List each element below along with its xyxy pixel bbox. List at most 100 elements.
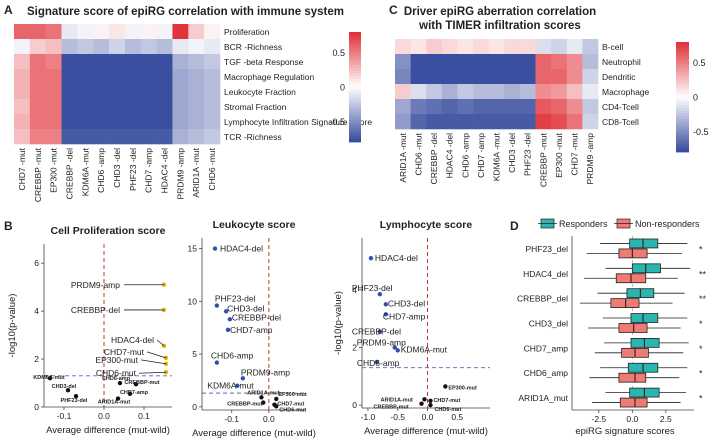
- heatmap-c-cell-1-10: [551, 54, 568, 70]
- boxplot-significance-5: *: [699, 369, 703, 379]
- heatmap-a-cell-3-0: [14, 69, 31, 85]
- heatmap-c-cell-2-4: [457, 69, 474, 85]
- heatmap-c-col-label-1: CHD6 -mut: [413, 132, 423, 175]
- heatmap-a-row-label-4: Leukocyte Fraction: [224, 87, 296, 97]
- heatmap-c-legend-step: [676, 47, 689, 51]
- heatmap-a-cell-7-4: [77, 129, 94, 145]
- scatter-leukocyte-point-label-3: CREBBP-del: [232, 312, 281, 322]
- heatmap-a-legend-step: [349, 125, 361, 129]
- heatmap-a-cell-4-5: [93, 84, 110, 100]
- heatmap-c-row-label-4: CD4-Tcell: [602, 102, 639, 112]
- heatmap-a-cell-2-3: [61, 54, 78, 70]
- heatmap-a-cell-3-11: [188, 69, 205, 85]
- heatmap-c-legend-step: [676, 58, 689, 62]
- heatmap-a-cell-4-8: [140, 84, 157, 100]
- heatmap-c-cell-2-0: [395, 69, 411, 85]
- heatmap-c-legend-step: [676, 61, 689, 65]
- heatmap-a-cell-2-1: [29, 54, 46, 70]
- scatter-cell-proliferation-point-5: [163, 370, 169, 375]
- heatmap-a-row-label-3: Macrophage Regulation: [224, 72, 315, 82]
- heatmap-a-cell-1-4: [77, 39, 94, 55]
- heatmap-c-col-label-5: CHD7 -amp: [476, 133, 486, 178]
- heatmap-a-col-label-11: ARID1A -mut: [191, 147, 201, 197]
- scatter-leukocyte-point-label-9: EP300-mut: [278, 392, 307, 398]
- scatter-lymphocyte-x-tick-1: -0.5: [390, 412, 405, 422]
- scatter-lymphocyte-point-11: [419, 401, 424, 406]
- scatter-leukocyte-point-label-8: ARID1A-mut: [247, 390, 280, 396]
- scatter-cell-proliferation-point-label-1: CREBBP-del: [71, 305, 120, 315]
- boxplot-responders-3-box: [630, 313, 659, 323]
- scatter-leukocyte-y-tick-2: 10: [188, 296, 198, 306]
- heatmap-a-cell-6-10: [172, 114, 189, 130]
- heatmap-a-cell-4-4: [77, 84, 94, 100]
- boxplot-nonresponders-2-box: [610, 298, 640, 308]
- heatmap-c-cell-5-10: [551, 114, 568, 130]
- heatmap-a-cell-1-10: [172, 39, 189, 55]
- scatter-cell-proliferation-leader-3: [146, 351, 167, 359]
- boxplot-nonresponders-0-box: [618, 248, 648, 259]
- heatmap-c-cell-0-6: [488, 39, 505, 55]
- scatter-lymphocyte-ylabel: -log10(p-value): [333, 291, 344, 355]
- heatmap-c-cell-5-7: [504, 114, 521, 130]
- scatter-cell-proliferation-leader-5: [138, 371, 167, 374]
- heatmap-a-cell-7-9: [156, 129, 173, 145]
- heatmap-a-cell-7-8: [140, 129, 157, 145]
- heatmap-a-cell-5-9: [156, 99, 173, 115]
- heatmap-c-legend-step: [676, 130, 689, 134]
- scatter-lymphocyte-point-label-11: CREBBP-mut: [374, 405, 409, 411]
- heatmap-c-cell-1-6: [488, 54, 505, 70]
- heatmap-a-cell-4-12: [204, 84, 221, 100]
- heatmap-a-row-label-6: Lymphocyte Infiltration Signature Score: [224, 117, 372, 127]
- heatmap-c-legend-step: [676, 88, 689, 92]
- heatmap-a-cell-0-0: [14, 24, 31, 40]
- heatmap-c-legend-tick-1: 0: [693, 93, 698, 103]
- heatmap-a-legend-step: [349, 65, 361, 69]
- scatter-leukocyte-point-2: [223, 309, 229, 314]
- heatmap-c-cell-4-10: [551, 99, 568, 115]
- heatmap-c-legend-step: [676, 50, 689, 54]
- heatmap-c-cell-5-5: [473, 114, 489, 130]
- scatter-lymphocyte-point-label-9: ARID1A-mut: [381, 397, 414, 403]
- scatter-cell-proliferation-point-9: [117, 380, 123, 386]
- heatmap-c-cell-5-11: [566, 114, 583, 130]
- scatter-lymphocyte-title: Lymphocyte score: [380, 219, 473, 231]
- heatmap-a-legend-step: [349, 59, 361, 63]
- heatmap-a-cell-2-5: [93, 54, 110, 70]
- heatmap-a-legend-step: [349, 136, 361, 140]
- heatmap-a-legend-step: [349, 114, 361, 118]
- heatmap-c-col-label-3: HDAC4 -del: [445, 133, 455, 178]
- scatter-lymphocyte-x-tick-3: 0.5: [451, 412, 463, 422]
- heatmap-a-cell-2-12: [204, 54, 221, 70]
- boxplot-nonresponders-5-box: [618, 372, 647, 383]
- heatmap-c-cell-2-10: [551, 69, 568, 85]
- heatmap-c-cell-3-1: [410, 84, 427, 100]
- heatmap-c-cell-3-12: [582, 84, 599, 100]
- heatmap-a-cell-3-5: [93, 69, 110, 85]
- heatmap-c-cell-3-7: [504, 84, 521, 100]
- heatmap-c-legend-step: [676, 94, 689, 98]
- heatmap-a-cell-0-6: [109, 24, 126, 40]
- heatmap-a-legend-tick-1: 0: [340, 83, 345, 93]
- scatter-cell-proliferation-xlabel: Average difference (mut-wild): [46, 425, 170, 436]
- heatmap-a-col-label-1: CREBBP -mut: [33, 147, 43, 202]
- scatter-cell-proliferation-x-tick-1: 0.0: [98, 411, 110, 421]
- heatmap-a-legend-step: [349, 103, 361, 107]
- heatmap-a-cell-6-4: [77, 114, 94, 130]
- heatmap-a-cell-3-12: [204, 69, 221, 85]
- heatmap-a-cell-0-7: [124, 24, 142, 40]
- heatmap-c-cell-2-8: [519, 69, 536, 85]
- panel-letter-a: A: [4, 3, 13, 17]
- heatmap-c-cell-2-5: [473, 69, 489, 85]
- scatter-lymphocyte-x-tick-0: -1.0: [361, 412, 376, 422]
- scatter-leukocyte-point-label-2: CHD3-del: [227, 303, 264, 313]
- scatter-leukocyte-point-10: [261, 400, 266, 405]
- heatmap-c-cell-1-7: [504, 54, 521, 70]
- heatmap-a-row-label-2: TGF -beta Response: [224, 57, 304, 67]
- heatmap-c-legend-step: [676, 121, 689, 125]
- scatter-lymphocyte-point-4: [377, 329, 383, 334]
- heatmap-a-col-label-10: PRDM9 -amp: [175, 148, 185, 200]
- heatmap-a-cell-2-9: [156, 54, 173, 70]
- heatmap-c-col-label-7: CHD3 -del: [507, 133, 517, 173]
- scatter-leukocyte-point-3: [227, 317, 233, 322]
